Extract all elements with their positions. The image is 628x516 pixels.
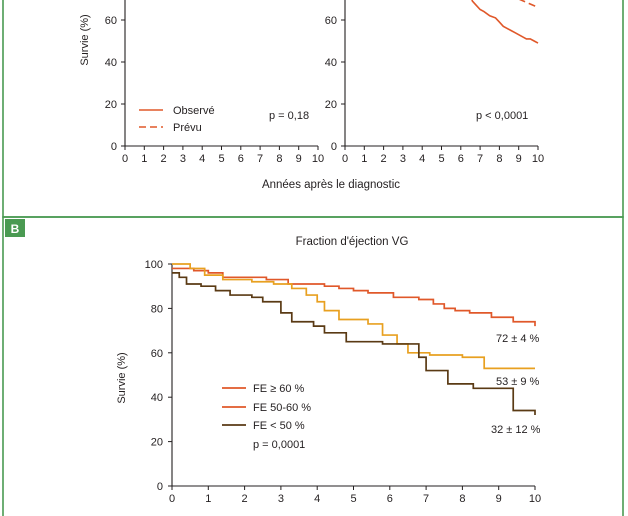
panel-a-left-x-ticks: 0 1 2 3 4 5 6 7 8 9 10 [122, 146, 324, 165]
panel-b-x-tick-label: 7 [423, 493, 429, 505]
panel-b-x-ticks: 0 1 2 3 4 5 6 7 8 9 10 [169, 486, 541, 505]
end-label-fe-50-60: 53 ± 9 % [496, 376, 540, 388]
panel-b-x-tick-label: 4 [314, 493, 320, 505]
panel-b-y-tick-label: 20 [151, 437, 163, 449]
panel-a-right-x-tick-label: 9 [516, 153, 522, 165]
panel-a-left-y-tick-label: 20 [105, 99, 117, 111]
panel-b-x-tick-label: 2 [242, 493, 248, 505]
panel-a-left-x-tick-label: 9 [296, 153, 302, 165]
panel-b-y-tick-label: 0 [157, 481, 163, 493]
panel-a-right-x-tick-label: 4 [419, 153, 425, 165]
panel-a-right-y-tick-label: 60 [325, 15, 337, 27]
panel-a-right-x-tick-label: 0 [342, 153, 348, 165]
panel-b-y-tick-label: 100 [145, 259, 163, 271]
panel-b-y-tick-label: 60 [151, 348, 163, 360]
series-fe-50-60 [172, 263, 535, 370]
panel-a-left-x-tick-label: 2 [161, 153, 167, 165]
panel-a-right-x-tick-label: 3 [400, 153, 406, 165]
panel-a-left-y-tick-label: 0 [111, 141, 117, 153]
panel-a-left-x-tick-label: 4 [199, 153, 205, 165]
panel-a-right-y-tick-label: 0 [331, 141, 337, 153]
panel-b-axes [171, 264, 535, 487]
panel-a-right-x-tick-label: 2 [381, 153, 387, 165]
panel-a-left-axes [124, 0, 318, 147]
panel-a-left-x-tick-label: 1 [141, 153, 147, 165]
panel-b-x-tick-label: 6 [387, 493, 393, 505]
panel-a-left-y-ticks: 0 20 40 60 [105, 15, 125, 153]
panel-a-right-x-tick-label: 10 [532, 153, 544, 165]
series-fe-lt-50 [172, 272, 536, 415]
panel-a-y-axis-label: Survie (%) [79, 14, 91, 65]
panel-a-right-x-tick-label: 8 [496, 153, 502, 165]
panel-b-x-tick-label: 8 [459, 493, 465, 505]
legend-observed-label: Observé [173, 105, 215, 117]
panel-a-left-x-tick-label: 5 [218, 153, 224, 165]
panel-b-y-tick-label: 80 [151, 303, 163, 315]
panel-b-series [172, 263, 536, 415]
panel-a-right-x-tick-label: 6 [458, 153, 464, 165]
panel-a-right-x-tick-label: 7 [477, 153, 483, 165]
panel-a-left-x-tick-label: 3 [180, 153, 186, 165]
panel-b-p-value: p = 0,0001 [253, 439, 305, 451]
panel-a-right-y-tick-label: 20 [325, 99, 337, 111]
end-label-fe-ge-60: 72 ± 4 % [496, 333, 540, 345]
panel-a-right-series [471, 0, 539, 44]
panel-a-left-x-tick-label: 6 [238, 153, 244, 165]
panel-b-x-tick-label: 10 [529, 493, 541, 505]
panel-a-right-x-tick-label: 5 [438, 153, 444, 165]
legend-fe-50-60-label: FE 50-60 % [253, 402, 311, 414]
panel-a-left-p-value: p = 0,18 [269, 110, 309, 122]
panel-b-x-tick-label: 1 [205, 493, 211, 505]
panel-b-x-tick-label: 3 [278, 493, 284, 505]
panel-b-badge [5, 219, 25, 237]
end-label-fe-lt-50: 32 ± 12 % [491, 424, 541, 436]
legend-fe-ge-60-label: FE ≥ 60 % [253, 383, 304, 395]
series-expected [518, 0, 539, 9]
panel-b-y-axis-label: Survie (%) [116, 352, 128, 403]
panel-a-left-y-tick-label: 40 [105, 57, 117, 69]
panel-b-x-tick-label: 9 [496, 493, 502, 505]
panel-a-left-x-tick-label: 0 [122, 153, 128, 165]
panel-a-right-y-ticks: 0 20 40 60 [325, 15, 345, 153]
panel-b-y-ticks: 0 20 40 60 80 100 [145, 259, 172, 493]
panel-b-frame [2, 216, 624, 516]
panel-b-title: Fraction d'éjection VG [296, 236, 409, 248]
legend-fe-lt-50-label: FE < 50 % [253, 420, 305, 432]
series-observed [471, 0, 539, 44]
panel-a-right-y-tick-label: 40 [325, 57, 337, 69]
panel-b-badge-label: B [11, 222, 20, 236]
panel-b-y-tick-label: 40 [151, 392, 163, 404]
panel-a-left-x-tick-label: 10 [312, 153, 324, 165]
panel-a-right-x-tick-label: 1 [361, 153, 367, 165]
panel-a-left-x-tick-label: 8 [276, 153, 282, 165]
panel-b-x-tick-label: 0 [169, 493, 175, 505]
panel-a-right-p-value: p < 0,0001 [476, 110, 528, 122]
panel-a-right-axes [344, 0, 538, 147]
panel-b-x-tick-label: 5 [350, 493, 356, 505]
legend-expected-label: Prévu [173, 122, 202, 134]
panel-a-x-axis-label: Années après le diagnostic [262, 179, 400, 191]
panel-a-right-x-ticks: 0 1 2 3 4 5 6 7 8 9 10 [342, 146, 544, 165]
panel-a-left-y-tick-label: 60 [105, 15, 117, 27]
series-fe-ge-60 [172, 267, 536, 327]
panel-a-left-x-tick-label: 7 [257, 153, 263, 165]
